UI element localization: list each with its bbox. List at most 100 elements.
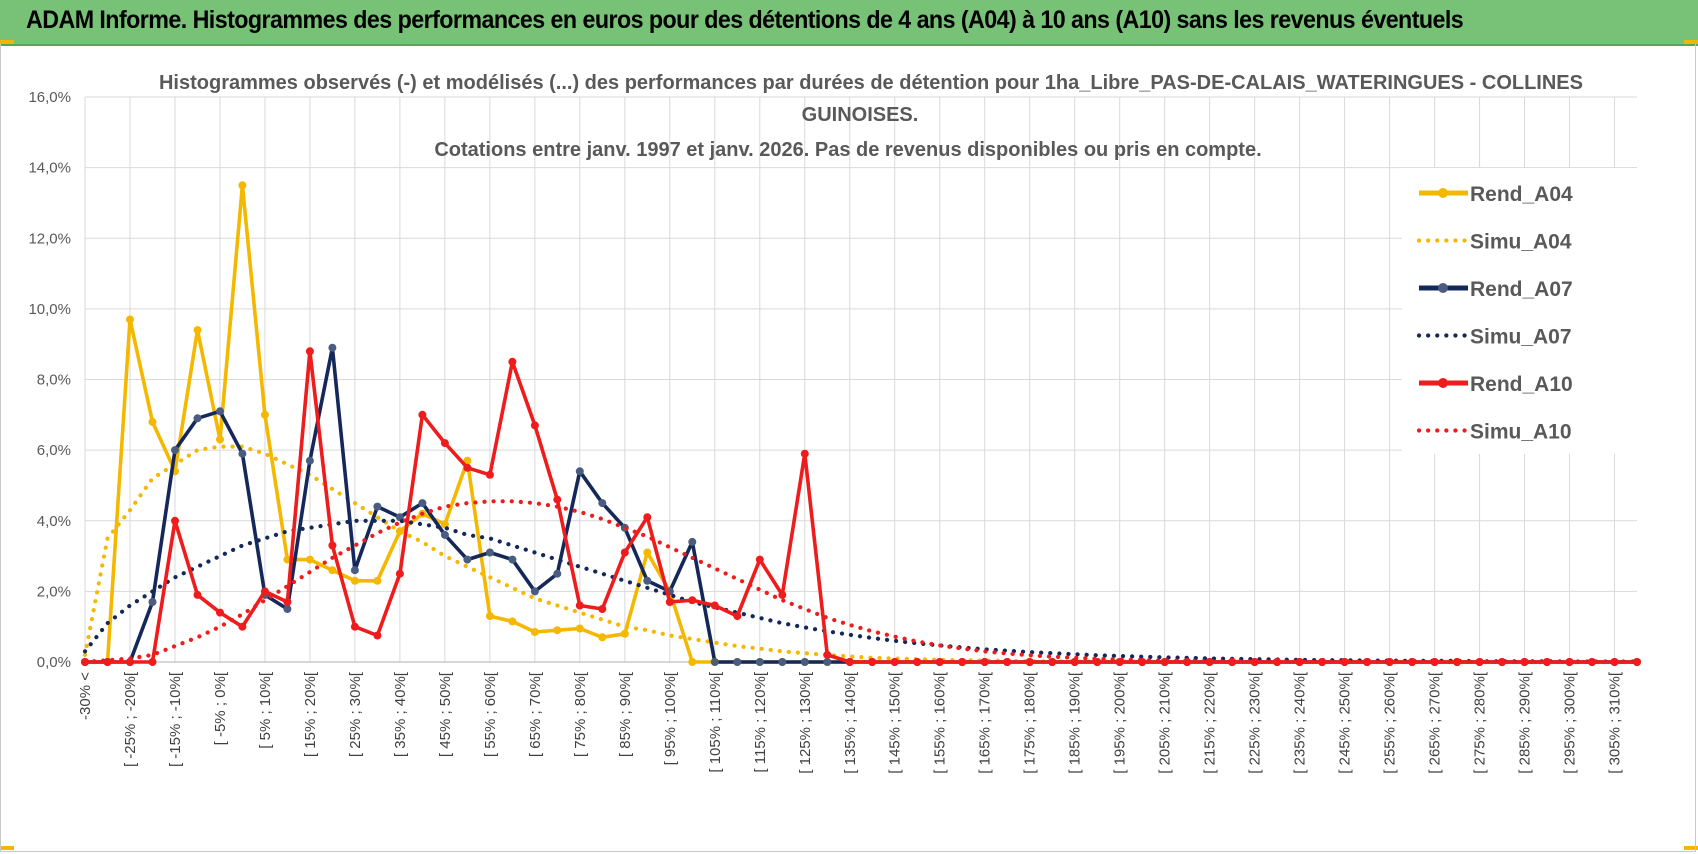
data-point-rend-a10 xyxy=(305,347,314,356)
x-tick-label: [ 235% ; 240%[ xyxy=(1292,671,1309,774)
data-point-rend-a10 xyxy=(980,658,989,666)
legend-label: Simu_A04 xyxy=(1470,231,1572,254)
x-tick-label: [ 265% ; 270%[ xyxy=(1427,671,1444,774)
data-point-rend-a10 xyxy=(283,598,292,606)
y-axis-ticks: 0,0% 2,0% 4,0% 6,0% 8,0% 10,0% 12,0% 14,0% 16,0% xyxy=(28,89,71,671)
x-tick-label: [ 45% ; 50%[ xyxy=(437,671,454,757)
corner-marker xyxy=(1684,846,1698,850)
data-point-rend-a07 xyxy=(508,555,517,564)
legend-box xyxy=(1402,168,1638,454)
x-tick-label: [ 55% ; 60%[ xyxy=(482,671,499,757)
x-tick-label: [ 285% ; 290%[ xyxy=(1517,671,1534,774)
data-point-rend-a10 xyxy=(260,587,269,596)
data-point-rend-a10 xyxy=(126,658,134,666)
data-point-rend-a10 xyxy=(1250,658,1259,666)
y-tick-label: 12,0% xyxy=(28,230,71,247)
data-point-rend-a10 xyxy=(755,555,764,564)
x-tick-label: [ -15% ; -10%[ xyxy=(167,671,184,767)
chart-frame xyxy=(0,44,1696,852)
data-point-rend-a10 xyxy=(216,608,224,617)
data-point-rend-a04 xyxy=(553,626,562,635)
series-simu-a10 xyxy=(82,499,1640,665)
data-point-rend-a07 xyxy=(553,569,562,578)
legend-marker xyxy=(1438,378,1448,388)
y-tick-label: 0,0% xyxy=(37,654,71,671)
x-tick-label: [ 95% ; 100%[ xyxy=(662,671,679,765)
data-point-rend-a04 xyxy=(193,326,202,335)
data-point-rend-a10 xyxy=(530,421,539,430)
data-point-rend-a07 xyxy=(148,598,157,606)
legend-item-rend-a10: Rend_A10 xyxy=(1419,373,1573,396)
data-point-rend-a04 xyxy=(530,628,539,636)
data-point-rend-a07 xyxy=(823,658,832,666)
data-point-rend-a10 xyxy=(688,596,697,605)
y-tick-label: 8,0% xyxy=(37,372,71,389)
data-point-rend-a07 xyxy=(643,576,652,585)
x-axis-ticks: -30% < [ -25% ; -20%[[ -15% ; -10%[[ -5% … xyxy=(77,671,1624,774)
data-point-rend-a10 xyxy=(1025,658,1034,666)
data-point-rend-a10 xyxy=(1588,658,1596,666)
data-point-rend-a04 xyxy=(260,410,269,419)
data-point-rend-a04 xyxy=(350,576,359,585)
data-point-rend-a04 xyxy=(148,417,157,426)
data-point-rend-a10 xyxy=(418,410,427,419)
legend-label: Rend_A10 xyxy=(1470,373,1573,396)
y-tick-label: 16,0% xyxy=(28,89,71,106)
y-tick-label: 6,0% xyxy=(37,442,71,459)
x-tick-label: [ 255% ; 260%[ xyxy=(1382,671,1399,774)
data-point-rend-a07 xyxy=(216,407,224,416)
legend-item-simu-a04: Simu_A04 xyxy=(1416,231,1572,254)
data-point-rend-a07 xyxy=(575,467,584,476)
x-tick-label: [ 35% ; 40%[ xyxy=(392,671,409,757)
series-layer xyxy=(81,181,1641,666)
x-tick-label: [ 275% ; 280%[ xyxy=(1472,671,1489,774)
x-tick-label: [ 5% ; 10%[ xyxy=(257,671,274,749)
data-point-rend-a07 xyxy=(688,537,697,546)
x-tick-label: [ 205% ; 210%[ xyxy=(1157,671,1174,774)
data-point-rend-a04 xyxy=(328,566,337,575)
data-point-rend-a07 xyxy=(463,555,472,564)
x-tick-label: [ 245% ; 250%[ xyxy=(1337,671,1354,774)
data-point-rend-a10 xyxy=(1633,658,1641,666)
x-tick-label: [ 85% ; 90%[ xyxy=(617,671,634,757)
x-tick-label: [ 65% ; 70%[ xyxy=(527,671,544,757)
x-tick-label: [ 115% ; 120%[ xyxy=(752,671,769,772)
series-line-simu-a10 xyxy=(82,499,1640,665)
gridlines xyxy=(84,96,1637,663)
data-point-rend-a07 xyxy=(733,658,742,666)
data-point-rend-a04 xyxy=(598,633,607,642)
legend-item-rend-a04: Rend_A04 xyxy=(1419,183,1573,206)
chart-title: Histogrammes observés (-) et modélisés (… xyxy=(159,72,1583,161)
x-tick-label: [ 215% ; 220%[ xyxy=(1202,671,1219,774)
legend-item-simu-a07: Simu_A07 xyxy=(1416,326,1572,349)
data-point-rend-a10 xyxy=(868,658,877,666)
x-tick-label: [ 135% ; 140%[ xyxy=(842,671,859,774)
data-point-rend-a04 xyxy=(688,658,697,666)
data-point-rend-a10 xyxy=(508,357,517,366)
data-point-rend-a04 xyxy=(126,315,134,324)
data-point-rend-a10 xyxy=(463,463,472,472)
legend-label: Rend_A07 xyxy=(1470,278,1573,301)
data-point-rend-a10 xyxy=(1003,658,1012,666)
data-point-rend-a04 xyxy=(485,612,494,621)
data-point-rend-a04 xyxy=(508,617,517,626)
data-point-rend-a10 xyxy=(823,650,832,659)
data-point-rend-a10 xyxy=(171,516,179,525)
data-point-rend-a10 xyxy=(800,449,809,458)
data-point-rend-a10 xyxy=(328,541,337,550)
data-point-rend-a10 xyxy=(710,601,719,610)
data-point-rend-a10 xyxy=(103,658,112,666)
data-point-rend-a07 xyxy=(171,446,179,455)
chart-title-line-1: Histogrammes observés (-) et modélisés (… xyxy=(159,72,1583,94)
data-point-rend-a04 xyxy=(463,456,472,465)
data-point-rend-a07 xyxy=(485,548,494,557)
data-point-rend-a07 xyxy=(305,456,314,465)
legend-item-rend-a07: Rend_A07 xyxy=(1419,278,1573,301)
data-point-rend-a10 xyxy=(890,658,899,666)
data-point-rend-a10 xyxy=(238,622,247,631)
data-point-rend-a10 xyxy=(148,658,157,666)
data-point-rend-a10 xyxy=(778,590,787,599)
data-point-rend-a10 xyxy=(1430,658,1439,666)
data-point-rend-a10 xyxy=(935,658,944,666)
data-point-rend-a07 xyxy=(193,414,202,423)
